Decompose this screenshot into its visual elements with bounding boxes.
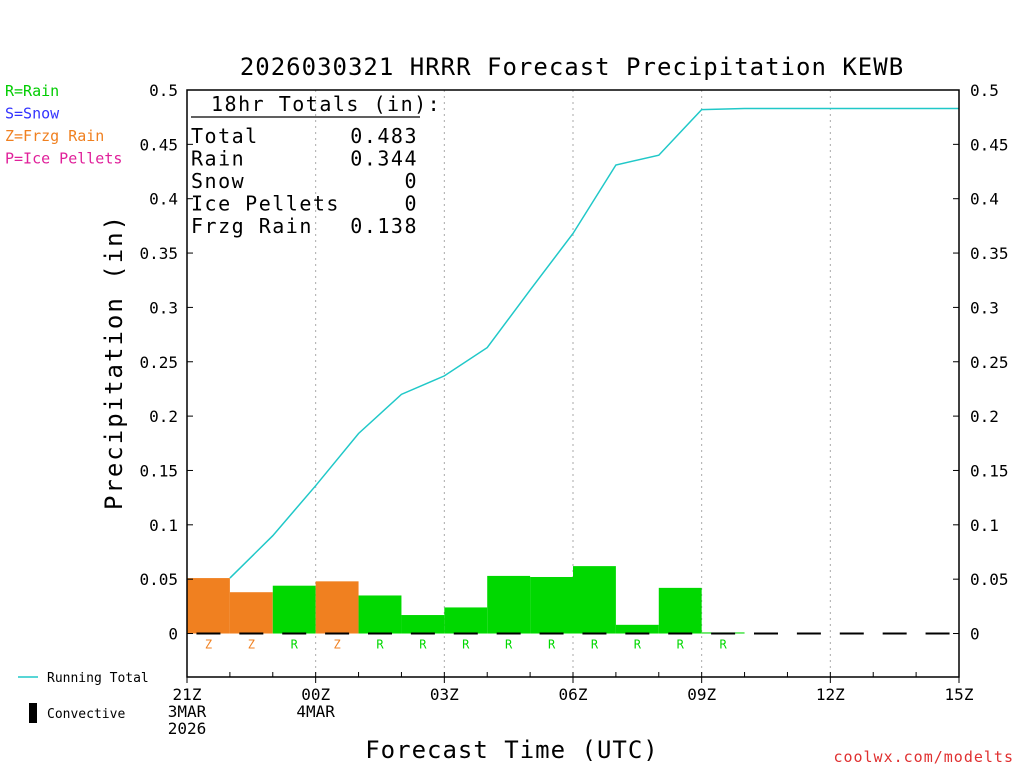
precip-bar — [187, 578, 230, 634]
x-tick-label: 2026 — [168, 719, 207, 738]
x-tick-label: 09Z — [687, 685, 716, 704]
type-key-item: R=Rain — [5, 82, 59, 100]
y-axis-label: Precipitation (in) — [100, 214, 128, 510]
precip-bar — [530, 576, 573, 634]
chart-title: 2026030321 HRRR Forecast Precipitation K… — [240, 53, 904, 81]
precip-type-letter: R — [719, 638, 727, 652]
convective-legend-label: Convective — [47, 707, 125, 722]
y-tick-label-left: 0.35 — [139, 244, 178, 263]
precip-bar — [658, 587, 702, 634]
bars-group — [187, 566, 745, 634]
precip-bar — [444, 607, 488, 634]
totals-row-value: 0 — [404, 169, 418, 193]
y-tick-label-left: 0 — [168, 625, 178, 644]
precip-type-letter: Z — [248, 638, 255, 652]
y-tick-label-left: 0.1 — [149, 516, 178, 535]
y-tick-label-right: 0.1 — [970, 516, 999, 535]
y-tick-label-right: 0 — [970, 625, 980, 644]
precip-type-letter: R — [505, 638, 513, 652]
totals-row-label: Total — [191, 124, 259, 148]
precip-bar — [315, 581, 359, 634]
precip-type-letter: R — [462, 638, 470, 652]
convective-legend-swatch — [29, 703, 37, 723]
precip-type-letter: R — [634, 638, 642, 652]
grid-lines — [315, 90, 831, 677]
running-total-legend-label: Running Total — [47, 671, 149, 686]
totals-row-value: 0.138 — [350, 214, 418, 238]
totals-row-label: Ice Pellets — [191, 192, 340, 216]
y-tick-label-left: 0.3 — [149, 298, 178, 317]
totals-row-value: 0.344 — [350, 147, 418, 171]
x-tick-label: 3MAR — [168, 702, 207, 721]
y-tick-label-left: 0.15 — [139, 461, 178, 480]
type-key-item: Z=Frzg Rain — [5, 127, 104, 145]
totals-box: 18hr Totals (in): Total 0.483 Rain 0.344 Sno… — [191, 92, 441, 238]
totals-row-label: Frzg Rain — [191, 214, 313, 238]
x-tick-label: 15Z — [945, 685, 974, 704]
x-tick-label: 00Z — [301, 685, 330, 704]
totals-row-label: Snow — [191, 169, 245, 193]
precip-type-letter: R — [548, 638, 556, 652]
y-tick-label-right: 0.25 — [970, 353, 1009, 372]
precip-type-letter: R — [291, 638, 299, 652]
x-axis-label: Forecast Time (UTC) — [365, 736, 659, 764]
y-tick-label-right: 0.5 — [970, 81, 999, 100]
y-tick-label-right: 0.45 — [970, 135, 1009, 154]
y-tick-label-left: 0.05 — [139, 570, 178, 589]
y-tick-label-right: 0.35 — [970, 244, 1009, 263]
type-key: R=Rain S=Snow Z=Frzg Rain P=Ice Pellets — [5, 82, 122, 168]
precip-bar — [401, 615, 445, 634]
y-tick-label-right: 0.3 — [970, 298, 999, 317]
precip-type-letter: R — [591, 638, 599, 652]
precip-bar — [615, 624, 659, 634]
y-tick-label-left: 0.45 — [139, 135, 178, 154]
y-tick-label-right: 0.05 — [970, 570, 1009, 589]
y-ticks-right: 0 0.05 0.1 0.15 0.2 0.25 0.3 0.35 0.4 0.45 0.5 — [953, 81, 1009, 644]
precip-type-letter: Z — [333, 638, 340, 652]
y-tick-label-left: 0.4 — [149, 190, 178, 209]
totals-heading: 18hr Totals (in): — [211, 92, 441, 116]
y-tick-label-left: 0.5 — [149, 81, 178, 100]
watermark: coolwx.com/modelts — [833, 748, 1014, 766]
totals-row-value: 0.483 — [350, 124, 418, 148]
totals-row-value: 0 — [404, 192, 418, 216]
y-tick-label-right: 0.4 — [970, 190, 999, 209]
precip-bar — [573, 566, 616, 634]
bottom-legend: Running Total Convective — [18, 671, 149, 723]
type-key-item: P=Ice Pellets — [5, 150, 122, 168]
y-tick-label-left: 0.25 — [139, 353, 178, 372]
precip-type-letter: R — [376, 638, 384, 652]
precip-type-letter: R — [419, 638, 427, 652]
y-tick-label-right: 0.2 — [970, 407, 999, 426]
x-tick-label: 03Z — [430, 685, 459, 704]
x-tick-label: 06Z — [559, 685, 588, 704]
precip-type-letter: Z — [205, 638, 212, 652]
running-total-line — [229, 107, 959, 579]
running-total-group — [229, 107, 959, 579]
x-tick-label: 4MAR — [296, 702, 335, 721]
x-tick-label: 21Z — [173, 685, 202, 704]
precip-bar — [229, 592, 273, 634]
type-key-item: S=Snow — [5, 105, 60, 123]
precip-bar — [487, 575, 531, 634]
x-tick-label: 12Z — [816, 685, 845, 704]
y-tick-label-left: 0.2 — [149, 407, 178, 426]
y-tick-label-right: 0.15 — [970, 461, 1009, 480]
precip-bar — [272, 585, 316, 634]
precip-bar — [358, 595, 402, 634]
precip-type-letter: R — [677, 638, 685, 652]
totals-row-label: Rain — [191, 147, 245, 171]
y-ticks-left: 0 0.05 0.1 0.15 0.2 0.25 0.3 0.35 0.4 0.45 0.5 — [139, 81, 193, 644]
